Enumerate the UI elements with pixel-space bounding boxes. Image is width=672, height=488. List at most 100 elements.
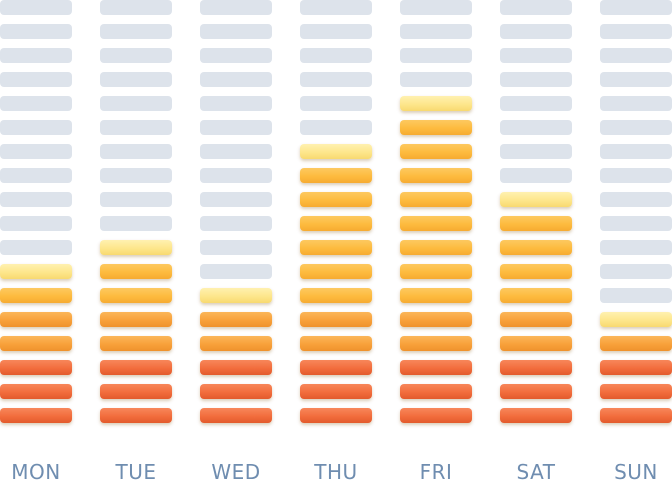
bar-segment-filled: [200, 384, 272, 399]
bar-segment-filled: [500, 216, 572, 231]
x-axis-labels: MON TUE WED THU FRI SAT SUN: [11, 460, 658, 484]
bar-segment-empty: [200, 0, 272, 15]
bar-segment-empty: [600, 24, 672, 39]
bar-segment-filled: [400, 288, 472, 303]
bar-segment-empty: [0, 96, 72, 111]
bar-segment-empty: [600, 0, 672, 15]
bar-segment-filled: [0, 384, 72, 399]
bar-segment-empty: [100, 144, 172, 159]
bar-segment-filled: [400, 384, 472, 399]
bar-column-thu: [300, 0, 372, 423]
bar-segment-filled: [200, 288, 272, 303]
bar-segment-filled: [300, 288, 372, 303]
bar-segment-filled: [100, 312, 172, 327]
bar-segment-filled: [400, 240, 472, 255]
bar-segment-filled: [300, 264, 372, 279]
bar-column-mon: [0, 0, 72, 423]
bar-column-sun: [600, 0, 672, 423]
bar-segment-empty: [0, 240, 72, 255]
bar-segment-filled: [400, 192, 472, 207]
bar-segment-empty: [0, 192, 72, 207]
bar-segment-empty: [200, 240, 272, 255]
bar-segment-filled: [100, 264, 172, 279]
x-tick-label-sun: SUN: [614, 460, 658, 484]
x-tick-label-sat: SAT: [517, 460, 556, 484]
bar-segment-filled: [100, 384, 172, 399]
bar-segment-filled: [200, 408, 272, 423]
bar-segment-empty: [0, 216, 72, 231]
bar-segment-filled: [200, 336, 272, 351]
bar-segment-empty: [0, 48, 72, 63]
bar-segment-empty: [600, 144, 672, 159]
bar-segment-empty: [600, 288, 672, 303]
bar-segment-filled: [500, 312, 572, 327]
bar-segment-filled: [400, 360, 472, 375]
bar-segment-empty: [300, 0, 372, 15]
bar-segment-empty: [200, 144, 272, 159]
bar-column-sat: [500, 0, 572, 423]
bar-segment-filled: [600, 312, 672, 327]
x-tick-label-tue: TUE: [115, 460, 157, 484]
bar-segment-empty: [300, 24, 372, 39]
bar-segment-empty: [500, 48, 572, 63]
bar-segment-filled: [500, 192, 572, 207]
bar-segment-filled: [400, 216, 472, 231]
bar-segment-filled: [500, 336, 572, 351]
bar-segment-empty: [500, 168, 572, 183]
bar-segment-filled: [500, 384, 572, 399]
bar-segment-empty: [500, 72, 572, 87]
bar-segment-filled: [0, 264, 72, 279]
bar-segment-filled: [300, 408, 372, 423]
bar-segment-empty: [200, 48, 272, 63]
bar-segment-empty: [200, 216, 272, 231]
bar-segment-empty: [100, 192, 172, 207]
bar-segment-empty: [200, 120, 272, 135]
bar-segment-empty: [300, 72, 372, 87]
bar-segment-empty: [600, 264, 672, 279]
bar-segment-filled: [400, 120, 472, 135]
bar-segment-empty: [300, 48, 372, 63]
bar-segment-empty: [0, 72, 72, 87]
bar-segment-filled: [300, 312, 372, 327]
x-tick-label-wed: WED: [211, 460, 260, 484]
bar-segment-empty: [500, 0, 572, 15]
bar-segment-filled: [600, 336, 672, 351]
bar-segment-filled: [0, 408, 72, 423]
bar-segment-empty: [600, 120, 672, 135]
bar-segment-empty: [0, 168, 72, 183]
bar-segment-filled: [100, 240, 172, 255]
bar-segment-filled: [400, 144, 472, 159]
bar-segment-empty: [300, 96, 372, 111]
bar-segment-empty: [100, 96, 172, 111]
bar-segment-filled: [0, 312, 72, 327]
bar-segment-empty: [400, 24, 472, 39]
bars-layer: [0, 0, 672, 423]
bar-segment-empty: [100, 0, 172, 15]
bar-segment-empty: [500, 144, 572, 159]
bar-segment-filled: [300, 384, 372, 399]
bar-segment-empty: [100, 72, 172, 87]
bar-segment-empty: [200, 72, 272, 87]
bar-segment-filled: [100, 288, 172, 303]
bar-segment-filled: [100, 336, 172, 351]
bar-column-wed: [200, 0, 272, 423]
bar-segment-empty: [500, 96, 572, 111]
bar-segment-filled: [300, 192, 372, 207]
bar-segment-filled: [100, 408, 172, 423]
bar-segment-filled: [500, 360, 572, 375]
bar-segment-filled: [300, 240, 372, 255]
bar-segment-empty: [100, 216, 172, 231]
bar-segment-empty: [500, 120, 572, 135]
bar-segment-filled: [500, 288, 572, 303]
bar-segment-empty: [500, 24, 572, 39]
bar-segment-filled: [400, 408, 472, 423]
bar-segment-filled: [600, 384, 672, 399]
bar-segment-filled: [400, 96, 472, 111]
bar-segment-empty: [600, 240, 672, 255]
bar-segment-empty: [200, 168, 272, 183]
bar-column-tue: [100, 0, 172, 423]
bar-segment-empty: [400, 72, 472, 87]
bar-segment-empty: [600, 168, 672, 183]
bar-segment-empty: [100, 48, 172, 63]
